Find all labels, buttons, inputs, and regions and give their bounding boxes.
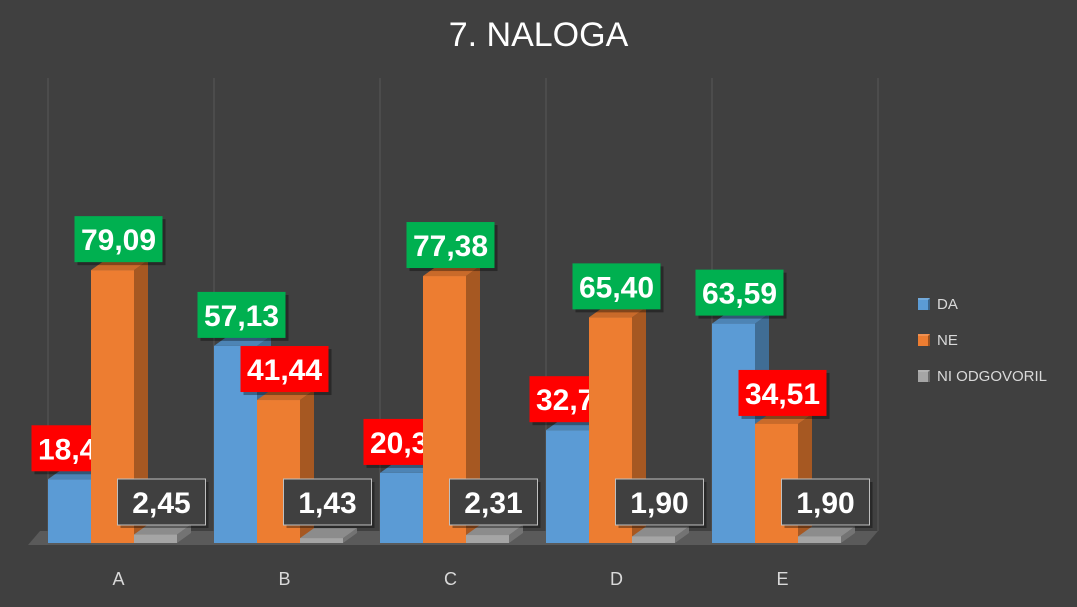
legend-item-da[interactable]: DA	[918, 286, 1047, 322]
data-label-ni-odgovoril: 2,31	[464, 487, 522, 520]
bar-top-da	[712, 313, 769, 324]
data-label-box	[738, 369, 827, 416]
bar-side-ni-odgovoril	[343, 528, 357, 543]
bar-top-da	[48, 469, 105, 480]
data-label-box	[74, 216, 163, 263]
legend-swatch-ne	[918, 334, 930, 346]
data-label-ne: 41,44	[247, 354, 322, 387]
bar-top-ne	[755, 413, 812, 424]
x-tick-label: E	[776, 569, 788, 589]
legend-label-da: DA	[937, 295, 958, 313]
bar-side-ni-odgovoril	[841, 526, 855, 543]
bar-ni-odgovoril	[300, 538, 343, 543]
bar-top-ne	[91, 260, 148, 271]
bar-side-ne	[134, 260, 148, 543]
data-label-ni-odgovoril: 2,45	[132, 487, 190, 520]
bar-top-ne	[423, 266, 480, 277]
bar-top-da	[380, 462, 437, 473]
data-label-box	[695, 269, 784, 316]
data-label-box	[197, 291, 286, 338]
data-label-da: 57,13	[204, 300, 279, 333]
bar-ni-odgovoril	[632, 536, 675, 543]
bar-top-ni-odgovoril	[798, 526, 855, 537]
bar-side-ni-odgovoril	[177, 524, 191, 543]
data-label-box	[240, 346, 329, 393]
legend-label-ne: NE	[937, 331, 958, 349]
x-tick-label: D	[610, 569, 623, 589]
legend-item-ni-odgovoril[interactable]: NI ODGOVORIL	[918, 358, 1047, 394]
bar-top-ni-odgovoril	[134, 524, 191, 535]
bar-da	[546, 430, 589, 543]
data-label-box	[449, 478, 538, 526]
data-label-da: 63,59	[702, 278, 777, 311]
x-tick-label: C	[444, 569, 457, 589]
legend-item-ne[interactable]: NE	[918, 322, 1047, 358]
data-label-box	[615, 478, 704, 526]
data-label-ne: 79,09	[81, 224, 156, 257]
data-label-box	[781, 478, 870, 526]
legend-swatch-ni-odgovoril	[918, 370, 930, 382]
bar-top-ne	[589, 307, 646, 318]
data-label-ni-odgovoril: 1,90	[630, 487, 688, 520]
bar-ni-odgovoril	[798, 536, 841, 543]
data-label-box	[406, 222, 495, 269]
bar-top-da	[214, 335, 271, 346]
chart-title: 7. NALOGA	[448, 16, 629, 54]
bar-top-ni-odgovoril	[466, 525, 523, 536]
data-label-ni-odgovoril: 1,90	[796, 487, 854, 520]
bar-ni-odgovoril	[466, 535, 509, 543]
data-label-ni-odgovoril: 1,43	[298, 487, 356, 520]
x-tick-label: B	[278, 569, 290, 589]
legend-swatch-da	[918, 298, 930, 310]
bar-top-da	[546, 420, 603, 431]
bar-da	[48, 479, 91, 543]
data-label-box	[572, 263, 661, 310]
bar-top-ne	[257, 390, 314, 401]
bar-top-ni-odgovoril	[632, 526, 689, 537]
bar-side-ne	[466, 266, 480, 543]
data-label-box	[283, 478, 372, 526]
data-label-ne: 34,51	[745, 378, 820, 411]
bar-da	[380, 472, 423, 543]
legend-label-ni-odgovoril: NI ODGOVORIL	[937, 367, 1048, 385]
data-label-ne: 77,38	[413, 230, 488, 263]
bar-side-ni-odgovoril	[675, 526, 689, 543]
bar-ni-odgovoril	[134, 534, 177, 543]
bar-side-ni-odgovoril	[509, 525, 523, 543]
data-label-ne: 65,40	[579, 271, 654, 304]
legend: DA NE NI ODGOVORIL	[918, 286, 1047, 394]
bar-da	[712, 323, 755, 543]
data-label-box	[117, 478, 206, 526]
bar-top-ni-odgovoril	[300, 528, 357, 539]
x-tick-label: A	[112, 569, 124, 589]
